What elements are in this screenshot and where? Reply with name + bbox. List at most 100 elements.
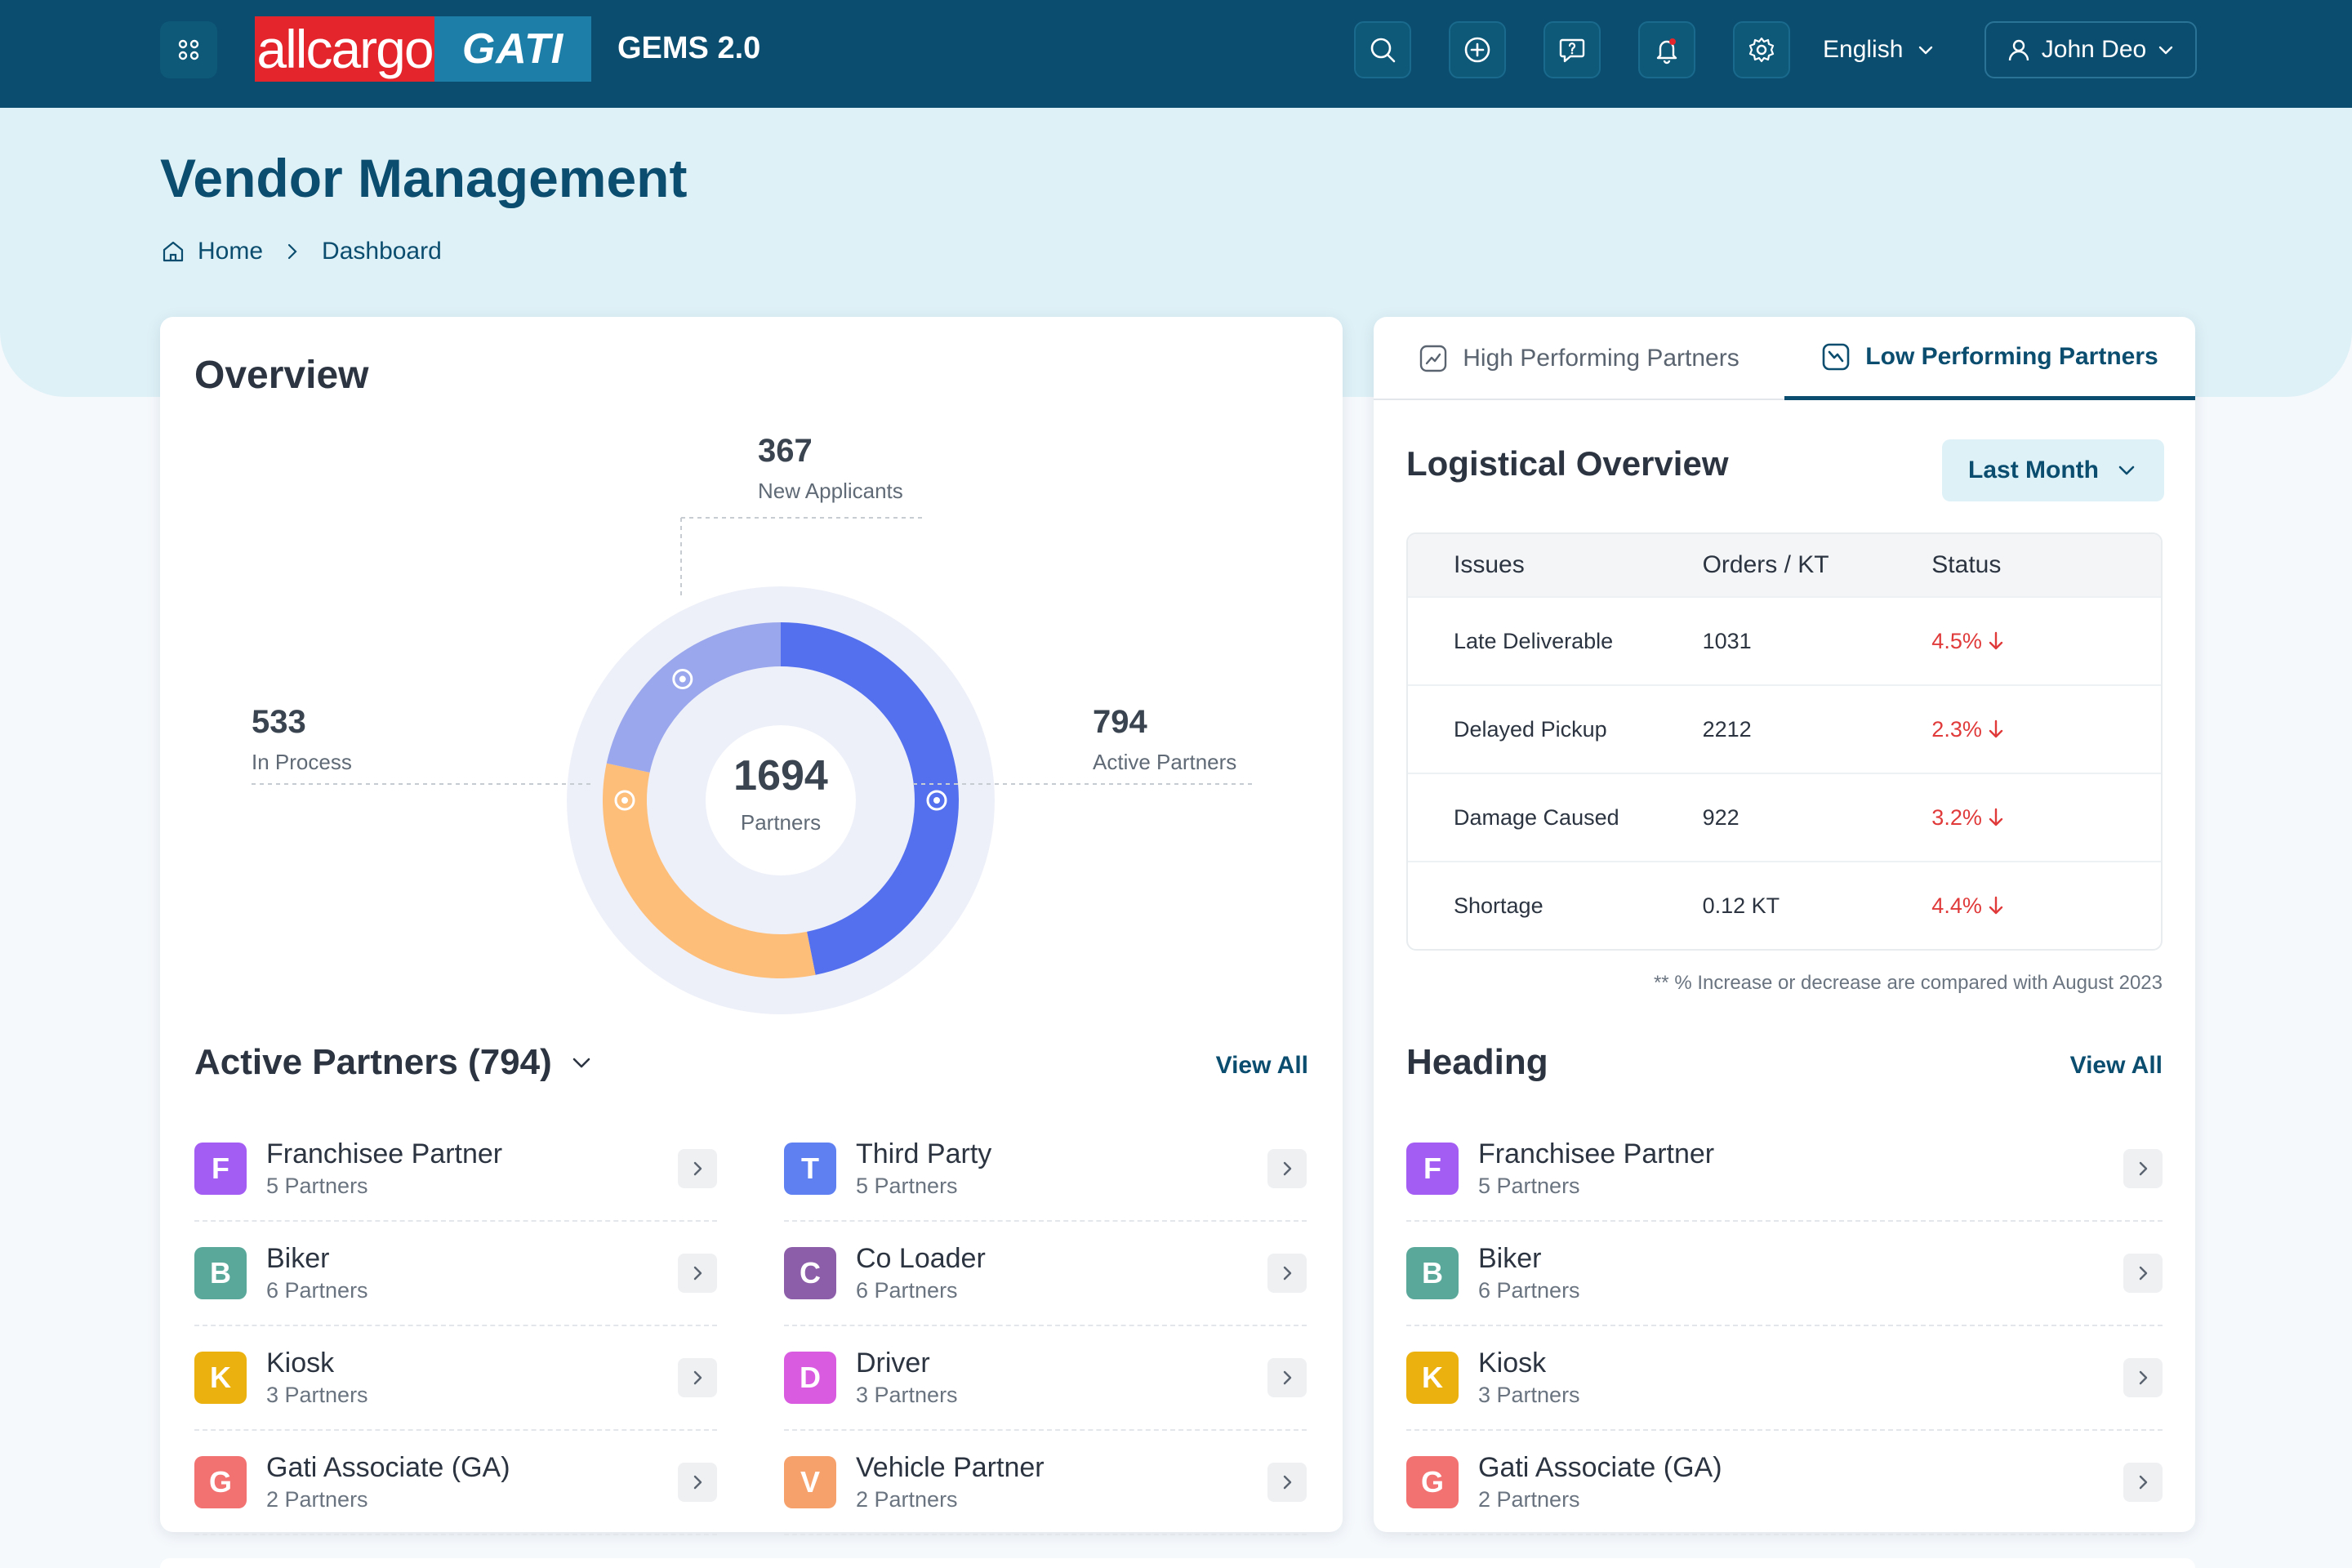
list-item[interactable]: K Kiosk 3 Partners <box>1406 1326 2163 1431</box>
open-partner-button[interactable] <box>678 1254 717 1293</box>
partner-initial-badge: D <box>784 1352 836 1404</box>
search-icon <box>1370 38 1396 63</box>
donut-total-label: Partners <box>740 810 822 835</box>
logistical-overview-title: Logistical Overview <box>1406 444 1729 483</box>
open-partner-button[interactable] <box>2123 1149 2163 1188</box>
list-item[interactable]: B Biker 6 Partners <box>194 1222 717 1326</box>
list-item[interactable]: T Third Party 5 Partners <box>784 1117 1307 1222</box>
page-title: Vendor Management <box>160 148 688 208</box>
breadcrumb-home-link[interactable]: Home <box>198 238 264 265</box>
user-name: John Deo <box>2041 36 2147 63</box>
brand-logo[interactable]: allcargo GATI <box>255 16 591 82</box>
list-item[interactable]: F Franchisee Partner 5 Partners <box>1406 1117 2163 1222</box>
breadcrumb-current: Dashboard <box>322 238 442 265</box>
list-item[interactable]: B Biker 6 Partners <box>1406 1222 2163 1326</box>
list-item[interactable]: G Gati Associate (GA) 2 Partners <box>194 1431 717 1535</box>
open-partner-button[interactable] <box>1267 1254 1307 1293</box>
chevron-right-icon <box>1283 1370 1292 1385</box>
open-partner-button[interactable] <box>678 1358 717 1397</box>
in-process-label: In Process <box>252 750 352 774</box>
next-card-edge <box>160 1558 2195 1568</box>
segment-in-process[interactable] <box>603 763 816 978</box>
settings-button[interactable] <box>1733 21 1790 78</box>
open-partner-button[interactable] <box>1267 1358 1307 1397</box>
list-item[interactable]: G Gati Associate (GA) 2 Partners <box>1406 1431 2163 1535</box>
logo-allcargo: allcargo <box>255 16 434 82</box>
user-menu[interactable]: John Deo <box>1984 21 2197 78</box>
partner-name: Biker <box>266 1243 330 1274</box>
table-row: Delayed Pickup 2212 2.3% <box>1408 684 2161 773</box>
notifications-button[interactable] <box>1638 21 1695 78</box>
open-partner-button[interactable] <box>2123 1254 2163 1293</box>
chevron-right-icon <box>2139 1266 2148 1281</box>
partner-text: Franchisee Partner 5 Partners <box>1478 1137 2123 1200</box>
active-partners-value: 794 <box>1093 704 1147 740</box>
table-header: Issues Orders / KT Status <box>1408 534 2161 596</box>
heading-view-all-link[interactable]: View All <box>2069 1052 2163 1079</box>
list-item[interactable]: F Franchisee Partner 5 Partners <box>194 1117 717 1222</box>
tab-low-performing[interactable]: Low Performing Partners <box>1784 317 2195 400</box>
segment-new-applicants[interactable] <box>606 622 781 773</box>
open-partner-button[interactable] <box>678 1463 717 1502</box>
segment-active-partners[interactable] <box>781 622 959 975</box>
partner-initial-badge: F <box>194 1143 247 1195</box>
status-value: 4.5% <box>1931 628 1982 653</box>
partner-initial-badge: G <box>194 1456 247 1508</box>
open-partner-button[interactable] <box>1267 1149 1307 1188</box>
marker-in-process <box>614 790 635 811</box>
chevron-right-icon <box>1283 1161 1292 1176</box>
help-chat-button[interactable] <box>1544 21 1601 78</box>
partner-count: 3 Partners <box>856 1383 958 1407</box>
table-row: Late Deliverable 1031 4.5% <box>1408 596 2161 684</box>
orders-cell: 0.12 KT <box>1702 893 1780 918</box>
open-partner-button[interactable] <box>678 1149 717 1188</box>
partners-donut-chart: 1694 Partners <box>536 559 1026 1016</box>
in-process-value: 533 <box>252 704 306 740</box>
chevron-right-icon <box>693 1161 702 1176</box>
logo-gati: GATI <box>434 16 591 82</box>
partner-text: Driver 3 Partners <box>856 1346 1267 1410</box>
marker-new-applicants <box>672 669 693 690</box>
partner-name: Kiosk <box>266 1348 335 1379</box>
heading-section-title: Heading <box>1406 1042 1548 1083</box>
list-item[interactable]: V Vehicle Partner 2 Partners <box>784 1431 1307 1535</box>
open-partner-button[interactable] <box>2123 1463 2163 1502</box>
chevron-right-icon <box>287 243 297 260</box>
tab-high-performing[interactable]: High Performing Partners <box>1374 317 1784 400</box>
breadcrumb: Home Dashboard <box>160 235 442 268</box>
chevron-right-icon <box>2139 1370 2148 1385</box>
orders-cell: 2212 <box>1702 716 1752 742</box>
issue-cell: Shortage <box>1454 893 1544 918</box>
partner-text: Vehicle Partner 2 Partners <box>856 1450 1267 1514</box>
period-select[interactable]: Last Month <box>1942 439 2164 501</box>
active-partners-dropdown[interactable]: Active Partners (794) <box>194 1042 611 1083</box>
search-button[interactable] <box>1354 21 1411 78</box>
open-partner-button[interactable] <box>1267 1463 1307 1502</box>
home-icon <box>163 241 184 262</box>
add-button[interactable] <box>1449 21 1506 78</box>
partner-count: 6 Partners <box>856 1278 958 1303</box>
partner-text: Biker 6 Partners <box>266 1241 678 1305</box>
new-applicants-label: New Applicants <box>758 479 903 503</box>
list-item[interactable]: C Co Loader 6 Partners <box>784 1222 1307 1326</box>
list-item[interactable]: K Kiosk 3 Partners <box>194 1326 717 1431</box>
list-item[interactable]: D Driver 3 Partners <box>784 1326 1307 1431</box>
column-header-status: Status <box>1931 551 2002 578</box>
trend-down-icon <box>1822 343 1850 370</box>
status-cell: 4.4% <box>1931 893 2161 919</box>
app-menu-button[interactable] <box>160 21 217 78</box>
orders-cell: 922 <box>1702 804 1740 830</box>
plus-circle-icon <box>1464 37 1490 63</box>
partner-count: 5 Partners <box>1478 1174 1580 1198</box>
marker-active-partners <box>926 790 947 811</box>
partner-text: Franchisee Partner 5 Partners <box>266 1137 678 1200</box>
partner-name: Franchisee Partner <box>1478 1138 1715 1169</box>
language-select[interactable]: English <box>1823 21 1936 78</box>
partner-initial-badge: K <box>194 1352 247 1404</box>
partner-initial-badge: B <box>194 1247 247 1299</box>
partner-name: Biker <box>1478 1243 1542 1274</box>
active-partners-view-all-link[interactable]: View All <box>1215 1052 1308 1079</box>
partner-name: Franchisee Partner <box>266 1138 503 1169</box>
issue-cell: Late Deliverable <box>1454 628 1614 653</box>
open-partner-button[interactable] <box>2123 1358 2163 1397</box>
